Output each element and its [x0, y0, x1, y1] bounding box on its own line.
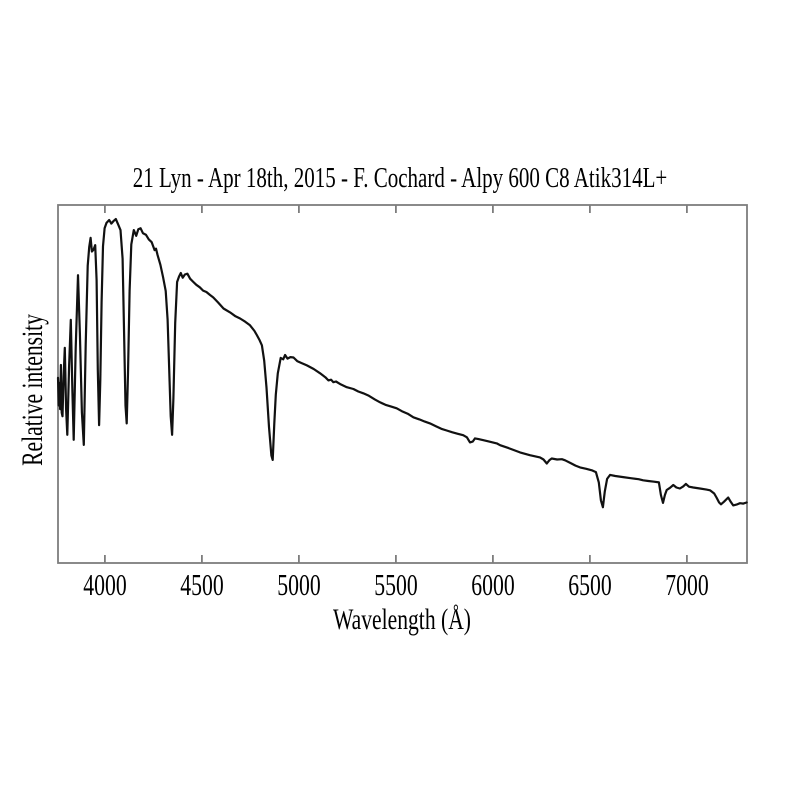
chart-title: 21 Lyn - Apr 18th, 2015 - F. Cochard - A…: [132, 163, 668, 194]
axis-ticks: [104, 205, 688, 563]
plot-frame: [57, 204, 748, 564]
x-axis-label: Wavelength (Å): [332, 603, 472, 636]
spectrum-curve: [56, 217, 748, 509]
x-tick-label: 7000: [665, 567, 709, 602]
x-tick-label: 5000: [277, 567, 321, 602]
x-tick-label: 6000: [471, 567, 515, 602]
x-tick-label: 6500: [568, 567, 612, 602]
x-tick-label: 5500: [374, 567, 418, 602]
y-axis-label: Relative intensity: [16, 314, 49, 466]
x-tick-label: 4000: [83, 567, 127, 602]
x-tick-label: 4500: [180, 567, 224, 602]
